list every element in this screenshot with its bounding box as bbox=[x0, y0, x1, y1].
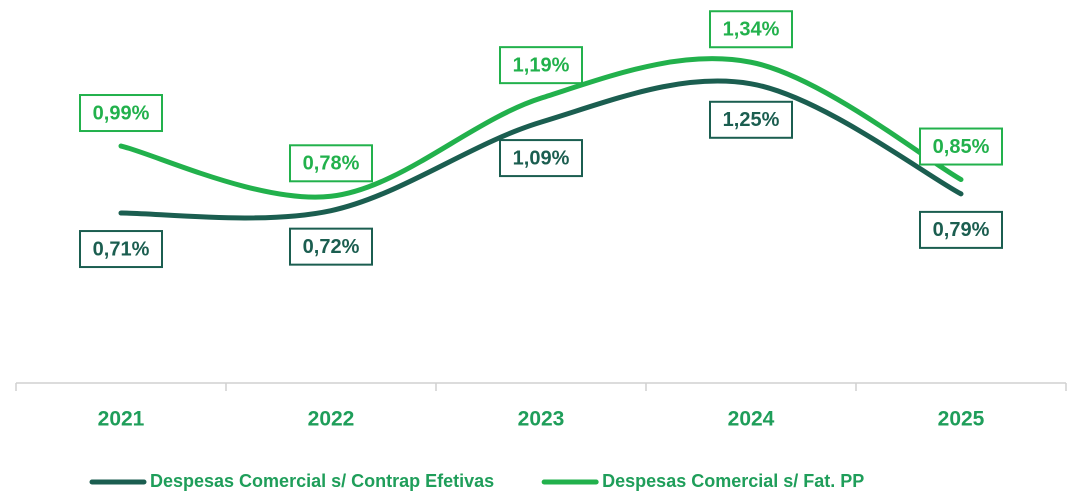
data-label-box bbox=[919, 127, 1003, 166]
x-tick-label: 2023 bbox=[518, 408, 565, 431]
x-tick-label: 2024 bbox=[728, 408, 775, 431]
data-label-box bbox=[79, 230, 163, 269]
x-tick-label: 2025 bbox=[938, 408, 985, 431]
data-label: 0,78% bbox=[303, 153, 360, 175]
data-label-box bbox=[709, 10, 793, 49]
data-label: 0,85% bbox=[933, 136, 990, 158]
data-label: 1,25% bbox=[723, 109, 780, 131]
x-tick-label: 2022 bbox=[308, 408, 355, 431]
series-line bbox=[118, 78, 964, 221]
data-label: 0,99% bbox=[93, 102, 150, 124]
data-label-box bbox=[289, 227, 373, 266]
data-label-box bbox=[709, 100, 793, 139]
data-label: 1,34% bbox=[723, 19, 780, 41]
data-label: 0,72% bbox=[303, 236, 360, 258]
data-label-box bbox=[919, 210, 1003, 249]
series-line bbox=[118, 56, 964, 200]
data-label: 0,79% bbox=[933, 219, 990, 241]
data-label: 0,71% bbox=[93, 238, 150, 260]
legend-label: Despesas Comercial s/ Fat. PP bbox=[602, 471, 864, 491]
legend-label: Despesas Comercial s/ Contrap Efetivas bbox=[150, 471, 494, 491]
data-label: 1,19% bbox=[513, 54, 570, 76]
data-label-box bbox=[499, 139, 583, 178]
data-label-box bbox=[499, 46, 583, 85]
data-label: 1,09% bbox=[513, 147, 570, 169]
x-tick-label: 2021 bbox=[98, 408, 145, 431]
data-label-box bbox=[289, 144, 373, 183]
data-label-box bbox=[79, 94, 163, 133]
